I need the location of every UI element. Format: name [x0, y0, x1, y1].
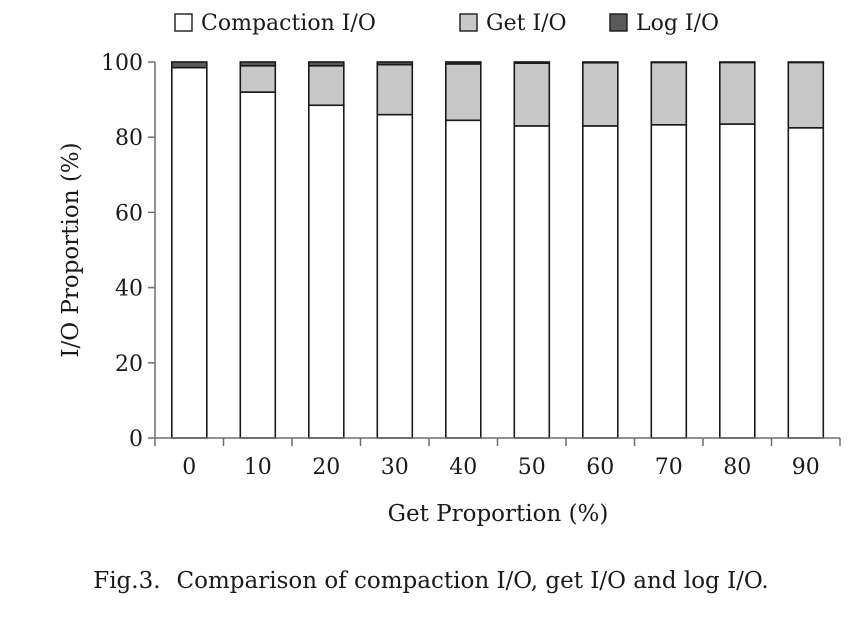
y-tick-label: 100: [101, 51, 143, 76]
x-tick-label: 70: [655, 455, 683, 480]
y-tick-label: 20: [115, 352, 143, 377]
legend-swatch: [174, 13, 193, 32]
bar-segment-compaction-i-o-90: [787, 127, 825, 439]
x-tick-label: 50: [518, 455, 546, 480]
figure-caption: Fig.3. Comparison of compaction I/O, get …: [0, 568, 862, 594]
bar-segment-get-i-o-80: [718, 61, 756, 125]
legend-label: Get I/O: [486, 11, 567, 36]
legend: Compaction I/O Get I/O Log I/O: [174, 11, 719, 36]
bar-segment-get-i-o-70: [650, 61, 688, 126]
bar-segment-get-i-o-50: [513, 62, 551, 127]
legend-label: Compaction I/O: [201, 11, 376, 36]
y-tick-label: 0: [129, 427, 143, 452]
x-tick-label: 0: [182, 455, 196, 480]
legend-swatch: [459, 13, 478, 32]
caption-text: Comparison of compaction I/O, get I/O an…: [176, 568, 769, 594]
bars: [171, 61, 825, 439]
bar-segment-log-i-o-90: [787, 61, 825, 64]
bar-segment-compaction-i-o-60: [581, 125, 619, 439]
x-tick-label: 30: [381, 455, 409, 480]
x-axis-label: Get Proportion (%): [388, 501, 609, 527]
bar-segment-get-i-o-20: [307, 64, 345, 107]
bar-segment-log-i-o-50: [513, 61, 551, 64]
bar-segment-log-i-o-10: [239, 61, 277, 67]
axes: 0 20 40 60 80 100 0 10 20 30 40 50 60 70 80 90: [101, 51, 841, 480]
y-tick-label: 40: [115, 277, 143, 302]
bar-segment-get-i-o-60: [581, 61, 619, 127]
bar-segment-compaction-i-o-0: [171, 66, 208, 439]
legend-label: Log I/O: [636, 11, 719, 36]
bar-segment-log-i-o-70: [650, 61, 688, 64]
x-tick-label: 80: [723, 455, 751, 480]
bar-segment-get-i-o-30: [376, 63, 414, 116]
bar-segment-log-i-o-60: [581, 61, 619, 64]
bar-segment-get-i-o-40: [444, 63, 482, 122]
caption-number: Fig.3.: [93, 568, 161, 594]
bar-segment-compaction-i-o-20: [307, 104, 345, 439]
bar-segment-compaction-i-o-40: [444, 119, 482, 439]
bar-segment-compaction-i-o-10: [239, 91, 277, 439]
bar-segment-get-i-o-10: [239, 64, 277, 93]
x-tick-label: 60: [586, 455, 614, 480]
bar-segment-get-i-o-90: [787, 61, 825, 129]
bar-segment-log-i-o-30: [376, 61, 414, 66]
bar-segment-compaction-i-o-30: [376, 113, 414, 439]
y-tick-label: 80: [115, 126, 143, 151]
y-tick-label: 60: [115, 201, 143, 226]
bar-segment-compaction-i-o-70: [650, 123, 688, 439]
bar-segment-log-i-o-80: [718, 61, 756, 64]
stacked-bar-chart: Compaction I/O Get I/O Log I/O 0 20 40 60 80 10…: [58, 11, 841, 527]
bar-segment-log-i-o-40: [444, 61, 482, 65]
x-tick-label: 40: [449, 455, 477, 480]
legend-swatch: [609, 13, 628, 32]
x-tick-label: 20: [312, 455, 340, 480]
x-tick-label: 90: [792, 455, 820, 480]
x-tick-label: 10: [244, 455, 272, 480]
bar-segment-compaction-i-o-50: [513, 125, 551, 439]
bar-segment-log-i-o-20: [307, 61, 345, 67]
bar-segment-log-i-o-0: [171, 61, 208, 69]
bar-segment-compaction-i-o-80: [718, 123, 756, 439]
y-axis-label: I/O Proportion (%): [58, 142, 84, 357]
